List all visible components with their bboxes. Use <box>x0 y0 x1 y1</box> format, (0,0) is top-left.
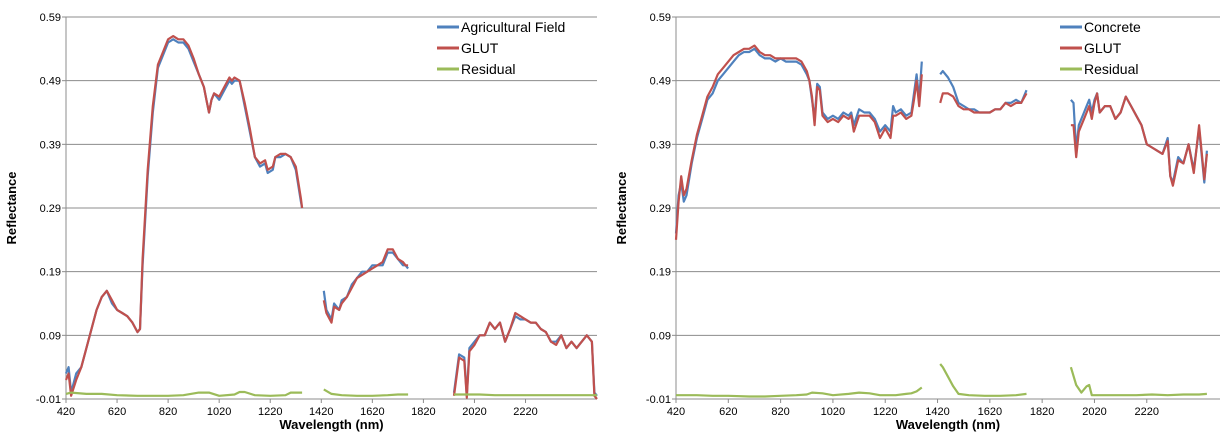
x-tick-label: 1020 <box>821 406 845 418</box>
legend-label-glut: GLUT <box>1084 40 1122 56</box>
series-line-glut <box>64 35 304 397</box>
series-line-agricultural-field <box>64 38 304 394</box>
series-line-glut <box>452 311 598 400</box>
y-tick-label: 0.39 <box>650 139 671 151</box>
y-tick-label: 0.09 <box>40 330 61 342</box>
series-line-glut <box>322 248 409 324</box>
y-tick-label: 0.59 <box>650 12 671 24</box>
series-line-concrete <box>1070 92 1208 184</box>
series-line-glut <box>1070 92 1208 187</box>
x-tick-label: 1420 <box>925 406 949 418</box>
x-axis-title: Wavelength (nm) <box>896 417 1000 432</box>
series-line-residual <box>676 386 923 398</box>
y-tick-label: 0.19 <box>650 267 671 279</box>
legend-label-glut: GLUT <box>461 40 499 56</box>
x-tick-label: 620 <box>719 406 737 418</box>
y-tick-label: 0.49 <box>40 76 61 88</box>
x-tick-label: 1620 <box>978 406 1002 418</box>
y-tick-label: 0.49 <box>650 76 671 88</box>
y-tick-label: 0.29 <box>650 203 671 215</box>
y-tick-label: 0.09 <box>650 330 671 342</box>
series-line-residual <box>939 363 1027 397</box>
series-line-concrete <box>939 70 1028 114</box>
series-line-glut <box>674 44 923 240</box>
x-tick-label: 820 <box>159 406 177 418</box>
y-axis-title: Reflectance <box>4 172 19 245</box>
x-tick-label: 1220 <box>258 406 282 418</box>
y-tick-label: 0.39 <box>40 139 61 151</box>
y-tick-label: 0.59 <box>40 12 61 24</box>
series-line-glut <box>939 92 1028 114</box>
series-line-residual <box>1069 366 1207 397</box>
x-tick-label: 620 <box>108 406 126 418</box>
chart-concrete: -0.01 0.09 0.19 0.29 0.39 0.49 0.59 420 620 820 10… <box>614 12 1220 432</box>
y-axis-title: Reflectance <box>614 172 629 245</box>
x-axis-title: Wavelength (nm) <box>279 417 383 432</box>
series-line-residual <box>65 390 303 397</box>
legend-label-residual: Residual <box>1084 61 1138 77</box>
x-tick-label: 2020 <box>462 406 486 418</box>
x-tick-label: 1420 <box>309 406 333 418</box>
legend-label-concrete: Concrete <box>1084 19 1141 35</box>
y-tick-label: -0.01 <box>36 394 61 406</box>
x-tick-label: 1220 <box>873 406 897 418</box>
x-tick-label: 2020 <box>1082 406 1106 418</box>
x-tick-label: 2220 <box>513 406 537 418</box>
x-tick-label: 420 <box>667 406 685 418</box>
x-tick-label: 1620 <box>360 406 384 418</box>
x-tick-label: 1820 <box>411 406 435 418</box>
y-tick-label: 0.19 <box>40 267 61 279</box>
x-tick-label: 1020 <box>207 406 231 418</box>
x-tick-label: 820 <box>771 406 789 418</box>
series-line-residual <box>454 393 597 397</box>
chart-agricultural-field: -0.01 0.09 0.19 0.29 0.39 0.49 0.59 420 620 820 10… <box>4 12 598 432</box>
y-tick-label: 0.29 <box>40 203 61 215</box>
series-line-agricultural-field <box>452 315 598 397</box>
series-line-concrete <box>674 47 923 234</box>
x-tick-label: 420 <box>57 406 75 418</box>
legend-label-agricultural-field: Agricultural Field <box>461 19 565 35</box>
series-line-residual <box>323 388 409 397</box>
y-tick-label: -0.01 <box>646 394 671 406</box>
x-tick-label: 2220 <box>1135 406 1159 418</box>
legend-label-residual: Residual <box>461 61 515 77</box>
x-tick-label: 1820 <box>1030 406 1054 418</box>
